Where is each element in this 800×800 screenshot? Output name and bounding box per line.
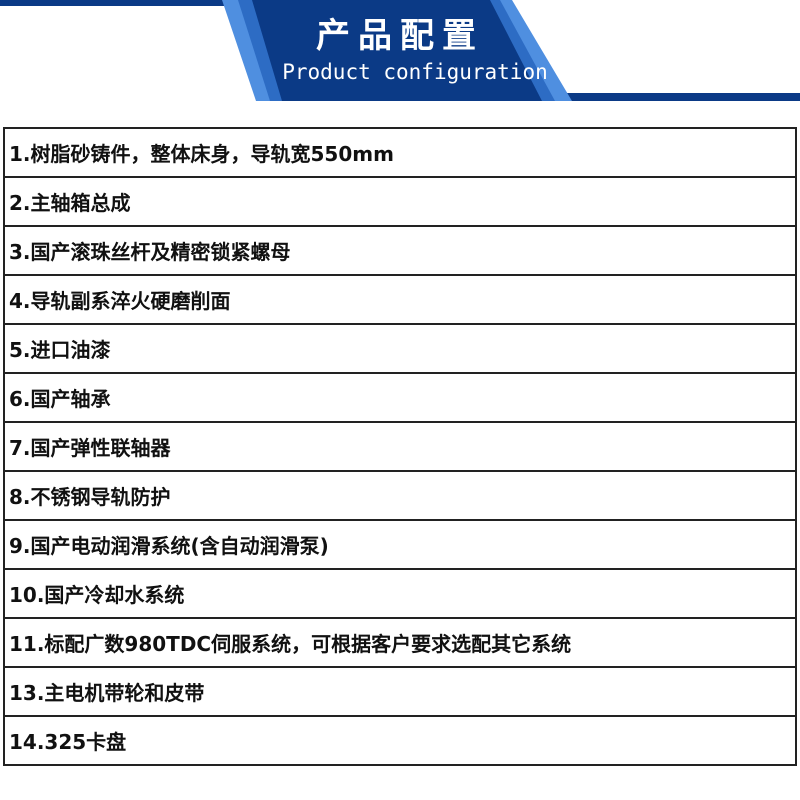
config-item: 5.进口油漆 [3,323,797,374]
table-row: 14.325卡盘 [3,715,797,766]
config-item: 6.国产轴承 [3,372,797,423]
config-item: 7.国产弹性联轴器 [3,421,797,472]
config-item: 2.主轴箱总成 [3,176,797,227]
table-row: 5.进口油漆 [3,323,797,374]
table-row: 6.国产轴承 [3,372,797,423]
section-title: 产品配置 [316,16,484,56]
config-item: 10.国产冷却水系统 [3,568,797,619]
section-subtitle: Product configuration [282,60,548,84]
configuration-table: 1.树脂砂铸件，整体床身，导轨宽550mm 2.主轴箱总成 3.国产滚珠丝杆及精密锁… [3,127,797,766]
config-item: 11.标配广数980TDC伺服系统，可根据客户要求选配其它系统 [3,617,797,668]
config-item: 13.主电机带轮和皮带 [3,666,797,717]
table-row: 4.导轨副系淬火硬磨削面 [3,274,797,325]
table-row: 3.国产滚珠丝杆及精密锁紧螺母 [3,225,797,276]
header-banner: 产品配置 Product configuration [0,0,800,110]
config-item: 1.树脂砂铸件，整体床身，导轨宽550mm [3,127,797,178]
config-item: 4.导轨副系淬火硬磨削面 [3,274,797,325]
table-row: 1.树脂砂铸件，整体床身，导轨宽550mm [3,127,797,178]
config-item: 3.国产滚珠丝杆及精密锁紧螺母 [3,225,797,276]
table-row: 9.国产电动润滑系统(含自动润滑泵) [3,519,797,570]
table-row: 11.标配广数980TDC伺服系统，可根据客户要求选配其它系统 [3,617,797,668]
config-item: 9.国产电动润滑系统(含自动润滑泵) [3,519,797,570]
table-row: 2.主轴箱总成 [3,176,797,227]
table-row: 7.国产弹性联轴器 [3,421,797,472]
banner-graphic [0,0,800,101]
table-row: 10.国产冷却水系统 [3,568,797,619]
table-row: 8.不锈钢导轨防护 [3,470,797,521]
config-item: 8.不锈钢导轨防护 [3,470,797,521]
config-item: 14.325卡盘 [3,715,797,766]
table-row: 13.主电机带轮和皮带 [3,666,797,717]
